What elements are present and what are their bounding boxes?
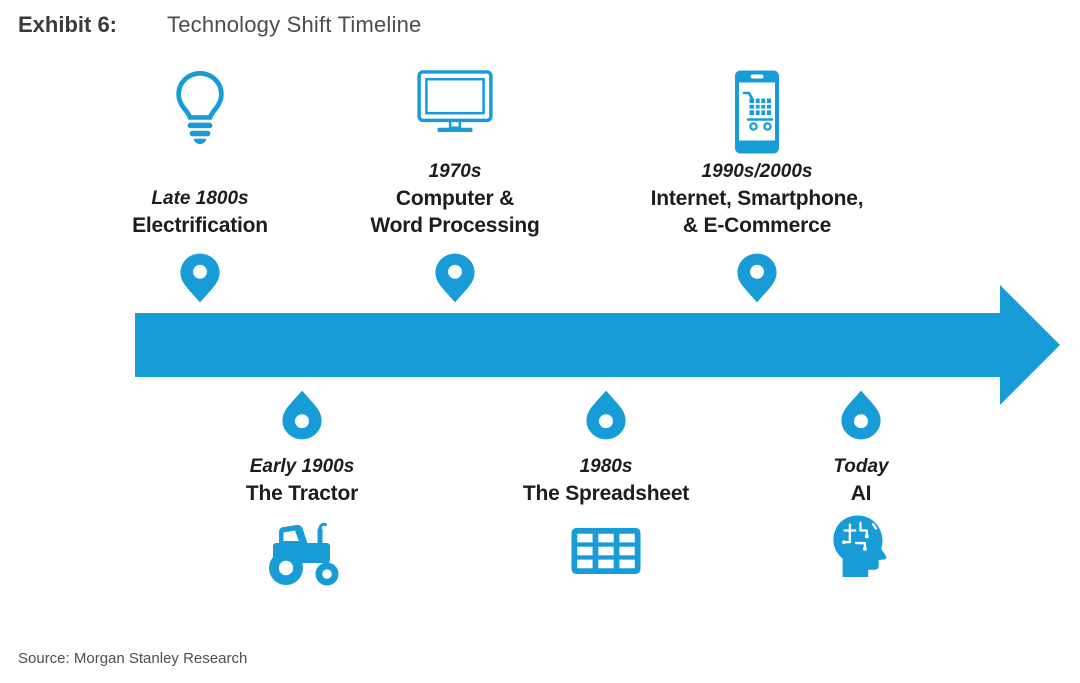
milestone-date: Early 1900s bbox=[249, 456, 355, 477]
milestone-label: Electrification bbox=[132, 213, 268, 237]
milestone-tractor: Early 1900s The Tractor bbox=[162, 389, 442, 587]
milestone-date: 1970s bbox=[428, 161, 482, 183]
lightbulb-icon bbox=[171, 70, 229, 144]
smartphone-cart-icon bbox=[735, 70, 780, 154]
milestone-internet: 1990s/2000s Internet, Smartphone, & E-Co… bbox=[617, 70, 897, 304]
milestone-label: The Spreadsheet bbox=[522, 481, 690, 505]
map-pin-icon bbox=[434, 252, 476, 304]
milestone-electrification: Late 1800s Electrification bbox=[60, 70, 340, 304]
ai-head-icon bbox=[831, 514, 891, 578]
milestone-spreadsheet: 1980s The Spreadsheet bbox=[466, 389, 746, 575]
milestone-date: 1980s bbox=[579, 456, 633, 477]
source-text: Source: Morgan Stanley Research bbox=[18, 650, 248, 667]
tractor-icon bbox=[260, 519, 344, 587]
map-pin-icon bbox=[281, 389, 323, 441]
milestone-label: Computer & Word Processing bbox=[370, 187, 540, 237]
milestone-computer: 1970s Computer & Word Processing bbox=[315, 70, 595, 304]
monitor-icon bbox=[417, 70, 493, 134]
map-pin-icon bbox=[585, 389, 627, 441]
milestone-label: AI bbox=[850, 481, 872, 505]
map-pin-icon bbox=[840, 389, 882, 441]
exhibit-header: Exhibit 6: Technology Shift Timeline bbox=[18, 12, 421, 38]
milestone-date: Late 1800s bbox=[151, 187, 249, 209]
milestone-date: 1990s/2000s bbox=[701, 161, 813, 183]
page-title: Technology Shift Timeline bbox=[167, 12, 422, 37]
map-pin-icon bbox=[179, 252, 221, 304]
map-pin-icon bbox=[736, 252, 778, 304]
spreadsheet-icon bbox=[571, 528, 641, 575]
milestone-ai: Today AI bbox=[721, 389, 1001, 578]
timeline-arrow-icon bbox=[135, 285, 1060, 405]
milestone-label: Internet, Smartphone, & E-Commerce bbox=[650, 187, 864, 237]
milestone-label: The Tractor bbox=[245, 481, 359, 505]
milestone-date: Today bbox=[833, 456, 889, 477]
exhibit-number: Exhibit 6: bbox=[18, 12, 118, 37]
